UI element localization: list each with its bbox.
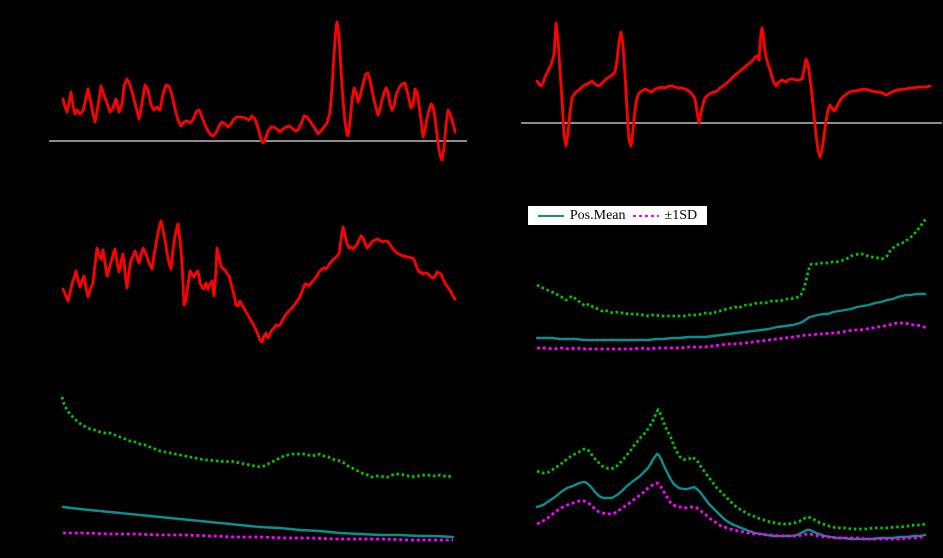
pos-mean-line bbox=[61, 505, 455, 539]
pos-mean-line-swatch-icon bbox=[537, 214, 564, 217]
chart-panel-middle-right bbox=[535, 217, 928, 351]
chart-panel-top-right bbox=[521, 21, 942, 159]
sd-line-swatch-icon bbox=[632, 214, 659, 217]
chart-panel-middle-left bbox=[61, 219, 457, 344]
legend-entry-sd: ±1SD bbox=[632, 207, 698, 223]
legend-label-sd: ±1SD bbox=[664, 207, 698, 223]
chart-panel-bottom-right bbox=[535, 407, 927, 541]
upper-green-line bbox=[536, 217, 928, 318]
legend-entry-pos-mean: Pos.Mean bbox=[537, 207, 626, 223]
legend-label-pos-mean: Pos.Mean bbox=[569, 207, 626, 223]
chart-panel-top-left bbox=[49, 20, 467, 162]
legend-box: Pos.Mean ±1SD bbox=[527, 205, 708, 226]
chart-panel-bottom-left bbox=[60, 396, 455, 542]
pos-mean-line bbox=[535, 452, 927, 541]
upper-green-line bbox=[60, 396, 453, 479]
red-series-line bbox=[61, 20, 457, 162]
red-series-line bbox=[61, 219, 457, 344]
upper-green-line bbox=[536, 407, 926, 531]
plus-minus-1sd-line bbox=[537, 321, 928, 351]
pos-mean-line bbox=[535, 292, 927, 342]
red-series-line bbox=[535, 21, 932, 159]
